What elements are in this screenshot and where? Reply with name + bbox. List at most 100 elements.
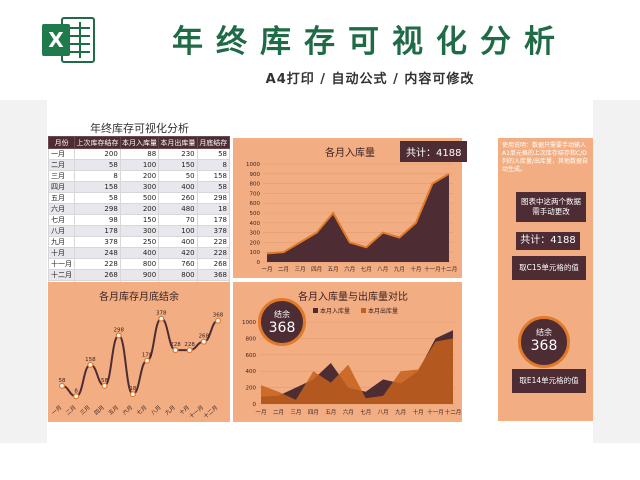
table-cell: 300 [119, 181, 160, 193]
x-tick-label: 一月 [261, 266, 272, 273]
table-cell: 七月 [47, 214, 76, 226]
table-cell: 260 [158, 192, 198, 204]
table-cell: 378 [196, 225, 231, 237]
table-cell: 228 [74, 258, 121, 270]
data-label: 378 [156, 311, 167, 317]
table-cell: 58 [74, 192, 121, 204]
table-cell: 150 [119, 214, 160, 226]
table-cell: 178 [196, 214, 231, 226]
svg-text:X: X [48, 28, 64, 52]
table-cell: 200 [74, 148, 121, 160]
table-row: 四月 158 300 400 58 [47, 181, 231, 193]
balance-line-chart: 58 8 158 58 298 18 178 378 228 228 268 368 一月 二月 三月 四月五… [50, 311, 224, 421]
data-label: 368 [213, 313, 224, 319]
side-total-badge: 共计：4188 [516, 232, 580, 250]
table-cell: 250 [119, 236, 160, 248]
col-header-inbound: 本月入库量 [119, 136, 160, 149]
table-row: 十月 248 400 420 228 [47, 247, 231, 259]
table-cell: 8 [74, 170, 121, 182]
table-cell: 六月 [47, 203, 76, 215]
y-tick-label: 400 [250, 221, 261, 227]
x-tick-label: 二月 [273, 409, 284, 416]
table-cell: 四月 [47, 181, 76, 193]
compare-chart-title: 各月入库量与出库量对比 [298, 292, 408, 303]
side-balance-value: 368 [530, 338, 558, 354]
table-cell: 二月 [47, 159, 76, 171]
data-point [158, 315, 165, 322]
table-cell: 150 [158, 159, 198, 171]
inventory-table: 月份 上次库存结存 本月入库量 本月出库量 月底结存 一月 200 88 230 58 二… [47, 136, 231, 292]
table-cell: 70 [158, 214, 198, 226]
legend-swatch [313, 308, 318, 313]
table-row: 一月 200 88 230 58 [47, 148, 231, 160]
x-tick-label: 十二月 [201, 403, 219, 420]
table-cell: 760 [158, 258, 198, 270]
y-tick-label: 300 [250, 231, 261, 237]
data-label: 268 [199, 334, 210, 340]
col-header-end-balance: 月底结存 [196, 136, 231, 149]
table-cell: 十一月 [47, 258, 76, 270]
table-row: 七月 98 150 70 178 [47, 214, 231, 226]
x-tick-label: 六月 [121, 403, 135, 416]
x-tick-label: 九月 [394, 265, 405, 273]
table-cell: 400 [119, 247, 160, 259]
data-point [144, 357, 151, 364]
x-tick-label: 八月 [378, 409, 389, 416]
table-row: 三月 8 200 50 158 [47, 170, 231, 182]
y-tick-label: 500 [250, 211, 261, 217]
x-tick-label: 十月 [410, 265, 421, 273]
x-tick-label: 十二月 [441, 265, 458, 273]
compare-balance-label: 结余 [274, 310, 290, 319]
inbound-chart-title: 各月入库量 [325, 148, 375, 159]
table-cell: 8 [196, 159, 231, 171]
y-tick-label: 800 [250, 182, 261, 188]
x-tick-label: 二月 [65, 404, 78, 416]
table-cell: 480 [158, 203, 198, 215]
data-point [172, 347, 179, 354]
series-area-2 [261, 338, 453, 404]
table-cell: 298 [196, 192, 231, 204]
usage-note: 使用说明：数据只需要手动输入A1单元格的上次库存结存和C/D列的入库量/出库量，… [502, 142, 589, 173]
table-cell: 200 [119, 170, 160, 182]
data-point [215, 317, 222, 324]
table-cell: 268 [74, 269, 121, 281]
table-cell: 378 [74, 236, 121, 248]
inbound-area-chart: 0 100 200 300 400 500 600 700 800 900 1000 一月 二月 三月 四月… [246, 162, 458, 273]
excel-icon: X [42, 17, 95, 63]
table-cell: 58 [74, 159, 121, 171]
table-row: 十一月 228 800 760 268 [47, 258, 231, 270]
table-cell: 200 [119, 203, 160, 215]
x-tick-label: 二月 [278, 266, 289, 273]
page-subtitle: A4打印 / 自动公式 / 内容可修改 [265, 72, 475, 87]
table-cell: 268 [196, 258, 231, 270]
x-tick-label: 八月 [377, 266, 388, 273]
table-cell: 100 [119, 159, 160, 171]
x-tick-label: 六月 [344, 265, 355, 273]
data-point [59, 382, 66, 389]
x-tick-label: 五月 [325, 409, 336, 416]
x-tick-label: 十二月 [445, 408, 462, 416]
x-tick-label: 九月 [163, 403, 177, 416]
table-title: 年终库存可视化分析 [90, 122, 189, 135]
y-tick-label: 0 [253, 402, 257, 408]
page-title: 年终库存可视化分析 [172, 24, 568, 60]
table-cell: 18 [196, 203, 231, 215]
x-tick-label: 一月 [50, 404, 63, 416]
table-row: 八月 178 300 100 378 [47, 225, 231, 237]
x-tick-label: 五月 [328, 266, 339, 273]
manual-change-note: 图表中这两个数据需手动更改 [516, 192, 586, 222]
table-row: 六月 298 200 480 18 [47, 203, 231, 215]
side-balance-circle: 结余 368 [518, 316, 570, 368]
table-cell: 800 [158, 269, 198, 281]
x-tick-label: 六月 [343, 408, 354, 416]
table-cell: 230 [158, 148, 198, 160]
data-point [115, 332, 122, 339]
x-tick-label: 九月 [395, 408, 406, 416]
x-tick-label: 三月 [295, 266, 306, 273]
table-cell: 158 [196, 170, 231, 182]
table-cell: 500 [119, 192, 160, 204]
side-balance-label: 结余 [536, 328, 552, 337]
data-point [186, 347, 193, 354]
table-cell: 58 [196, 148, 231, 160]
table-cell: 300 [119, 225, 160, 237]
